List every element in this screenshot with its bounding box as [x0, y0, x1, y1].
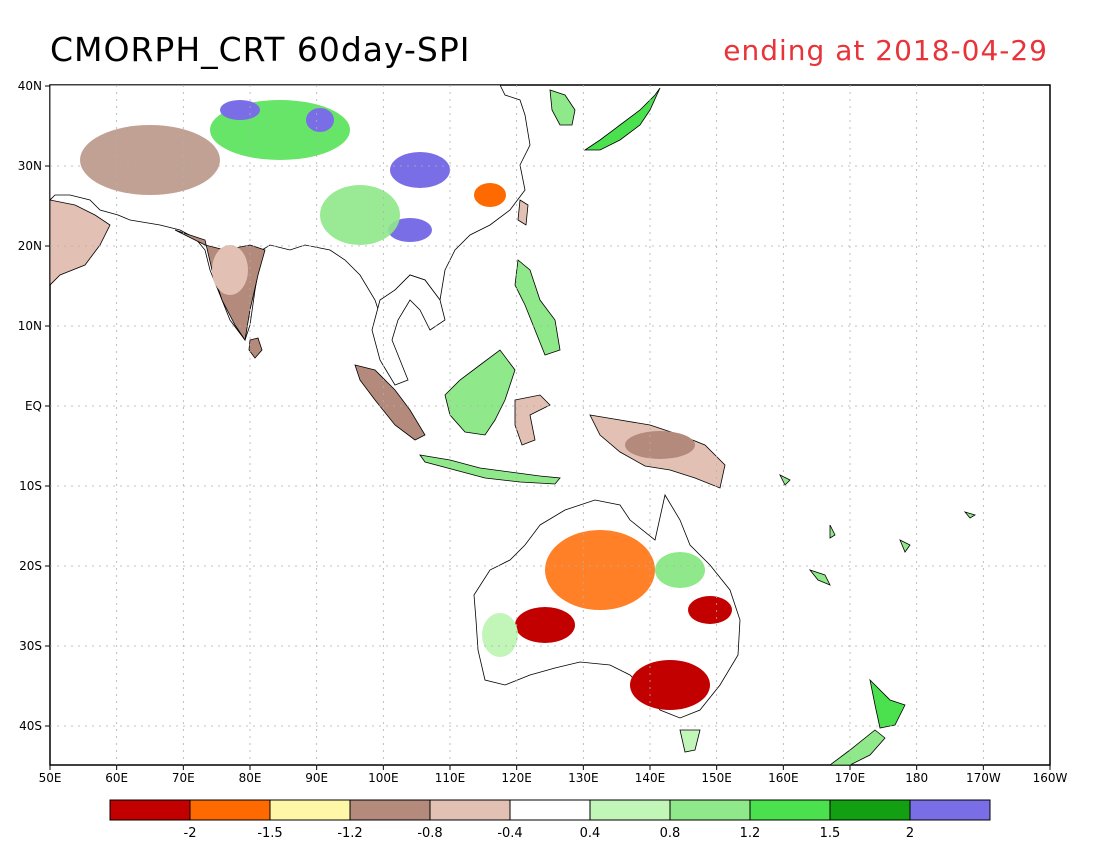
lon-label: 130E [568, 771, 599, 785]
legend-label: -0.8 [417, 826, 442, 841]
lat-label: 30S [19, 639, 42, 653]
lat-label: 20S [19, 559, 42, 573]
lon-label: 120E [501, 771, 532, 785]
legend-swatch [509, 799, 591, 821]
legend-label: 0.8 [660, 826, 681, 841]
legend-label: -0.4 [497, 826, 522, 841]
legend-swatch [669, 799, 751, 821]
srilanka-landmass [248, 337, 263, 359]
lat-label: 20N [18, 239, 42, 253]
spi-blob [474, 183, 506, 207]
lon-label: 170W [966, 771, 1001, 785]
legend-swatch [589, 799, 671, 821]
spi-blob [220, 100, 260, 120]
lon-label: 50E [39, 771, 62, 785]
spi-blob [212, 245, 248, 295]
lat-label: 10N [18, 319, 42, 333]
spi-blob [655, 552, 705, 588]
legend-swatch [909, 799, 991, 821]
spi-blob [630, 660, 710, 710]
japan-landmass [583, 87, 661, 151]
lon-label: 100E [368, 771, 399, 785]
legend-swatch [269, 799, 351, 821]
legend-swatch [829, 799, 911, 821]
spi-blob [482, 613, 518, 657]
spi-blob [545, 530, 655, 610]
java-landmass [419, 454, 561, 485]
lon-label: 140E [635, 771, 666, 785]
legend-label: 1.5 [820, 826, 841, 841]
legend-label: 1.2 [740, 826, 761, 841]
arabia-landmass [50, 199, 111, 286]
lon-label: 90E [305, 771, 328, 785]
legend-label: -2 [184, 826, 197, 841]
lon-label: 160W [1033, 771, 1068, 785]
legend-swatch [749, 799, 831, 821]
spi-blob [306, 108, 334, 132]
lon-label: 70E [172, 771, 195, 785]
lon-label: 170E [835, 771, 866, 785]
legend-swatch [349, 799, 431, 821]
legend-swatch [429, 799, 511, 821]
spi-blob [625, 431, 695, 459]
taiwan-landmass [517, 199, 529, 226]
lon-label: 110E [435, 771, 466, 785]
lat-label: 10S [19, 479, 42, 493]
spi-legend: -2 -1.5 -1.2 -0.8 -0.4 0.4 0.8 1.2 1.5 2 [109, 799, 991, 841]
lat-label: 40N [18, 79, 42, 93]
spi-blob [688, 596, 732, 624]
spi-blob [388, 218, 432, 242]
lat-label: 30N [18, 159, 42, 173]
lon-label: 80E [239, 771, 262, 785]
tasmania-landmass [679, 729, 701, 753]
pacific-islands [779, 474, 976, 586]
graticule [50, 85, 1050, 765]
spi-blob [390, 152, 450, 188]
legend-label: 2 [906, 826, 914, 841]
axis-labels: 50E 60E 70E 80E 90E 100E 110E 120E 130E 140E 150E 1… [18, 79, 1068, 785]
indochina-landmass [371, 274, 446, 386]
lat-label: 40S [19, 719, 42, 733]
map-subtitle: ending at 2018-04-29 [723, 34, 1048, 67]
spi-blob [80, 125, 220, 195]
lon-label: 160E [768, 771, 799, 785]
nz-north-island [869, 678, 906, 729]
legend-label: 0.4 [580, 826, 601, 841]
lon-label: 60E [105, 771, 128, 785]
sulawesi-landmass [514, 394, 551, 446]
lat-label: EQ [25, 399, 42, 413]
legend-swatch [109, 799, 191, 821]
legend-label: -1.2 [337, 826, 362, 841]
borneo-landmass [444, 349, 516, 436]
sumatra-landmass [354, 364, 426, 441]
lon-label: 180 [905, 771, 928, 785]
spi-blob [515, 607, 575, 643]
lon-label: 150E [701, 771, 732, 785]
korea-landmass [549, 89, 576, 126]
philippines-landmass [514, 259, 561, 356]
legend-label: -1.5 [257, 826, 282, 841]
map-title: CMORPH_CRT 60day-SPI [50, 30, 471, 69]
spi-blob [320, 185, 400, 245]
legend-swatch [189, 799, 271, 821]
spi-field [80, 100, 732, 710]
